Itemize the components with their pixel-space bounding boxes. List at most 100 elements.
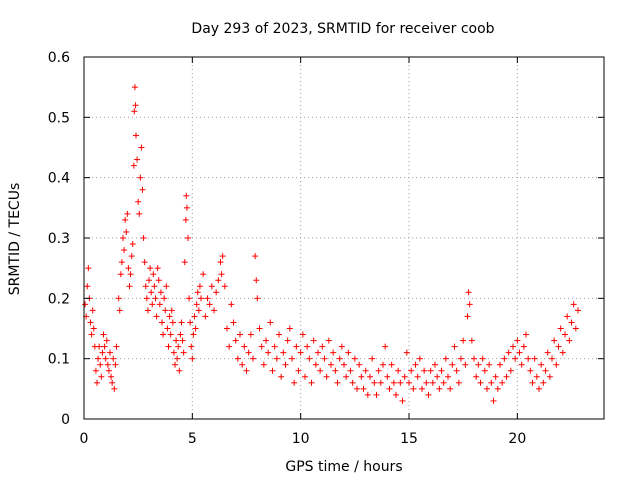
data-point [562,331,568,338]
data-point [181,259,188,266]
x-tick-label: 0 [80,431,89,447]
data-point [397,379,404,386]
data-point [107,349,113,356]
data-point [282,361,289,368]
data-point [189,355,196,362]
data-point [108,373,115,380]
data-point [168,307,175,314]
data-points [82,84,581,404]
data-point [321,355,328,362]
data-point [100,331,107,338]
data-point [143,295,150,302]
data-point [520,343,527,350]
data-point [473,373,480,380]
data-point [117,271,124,278]
data-point [347,367,354,374]
data-point [132,102,139,109]
y-tick-label: 0.4 [48,171,70,187]
x-tick-label: 10 [292,431,310,447]
data-point [477,379,484,386]
data-point [123,228,130,235]
data-point [369,355,376,362]
data-point [427,367,434,374]
data-point [113,343,120,350]
data-point [284,337,291,344]
data-point [414,373,421,380]
data-point [215,277,222,284]
data-point [118,259,125,266]
y-tick-label: 0.5 [48,110,70,126]
data-point [96,343,103,350]
data-point [468,337,475,344]
y-tick-label: 0.2 [48,291,70,307]
data-point [141,259,148,266]
data-point [442,355,449,362]
data-point [451,343,458,350]
data-point [139,186,146,193]
data-point [133,132,139,139]
data-point [276,331,282,338]
data-point [529,379,536,386]
data-point [169,319,176,326]
data-point [250,355,256,362]
data-point [161,295,168,302]
data-point [147,265,154,272]
data-point [211,307,217,314]
x-axis-label: GPS time / hours [285,459,402,475]
data-point [237,331,243,338]
data-point [202,313,209,320]
data-point [151,283,158,290]
data-point [247,331,254,338]
data-point [178,319,185,326]
data-point [85,265,92,272]
data-point [507,367,514,374]
data-point [94,379,100,386]
y-tick-label: 0.3 [48,231,70,247]
data-point [465,289,472,296]
data-point [138,144,145,151]
data-point [328,361,334,368]
data-point [440,379,447,386]
data-point [195,307,202,314]
data-point [295,367,302,374]
data-point [471,355,477,362]
data-point [501,355,508,362]
data-point [271,343,278,350]
data-point [125,265,132,272]
data-point [144,307,151,314]
data-point [423,379,430,386]
data-point [170,349,177,356]
data-point [146,277,152,284]
data-point [131,84,138,91]
data-point [260,361,267,368]
data-point [304,343,311,350]
data-point [286,325,293,332]
data-point [464,313,471,320]
chart-title: Day 293 of 2023, SRMTID for receiver coo… [191,21,494,37]
data-point [157,289,164,296]
data-point [436,385,443,392]
data-point [434,373,441,380]
data-point [375,367,382,374]
data-point [183,192,190,199]
data-point [177,331,184,338]
data-point [245,349,252,356]
data-point [230,319,237,326]
data-point [466,301,473,308]
data-point [518,361,525,368]
data-point [559,349,566,356]
data-point [546,373,553,380]
data-point [354,385,360,392]
data-point [538,361,545,368]
data-point [163,283,170,290]
data-point [393,391,399,398]
data-point [345,349,352,356]
data-point [338,343,345,350]
data-point [570,301,577,308]
data-point [557,325,564,332]
data-point [542,367,549,374]
data-point [154,265,161,272]
y-tick-label: 0.1 [48,352,70,368]
x-tick-labels: 0 5 10 15 20 [80,431,527,447]
data-point [575,307,581,314]
